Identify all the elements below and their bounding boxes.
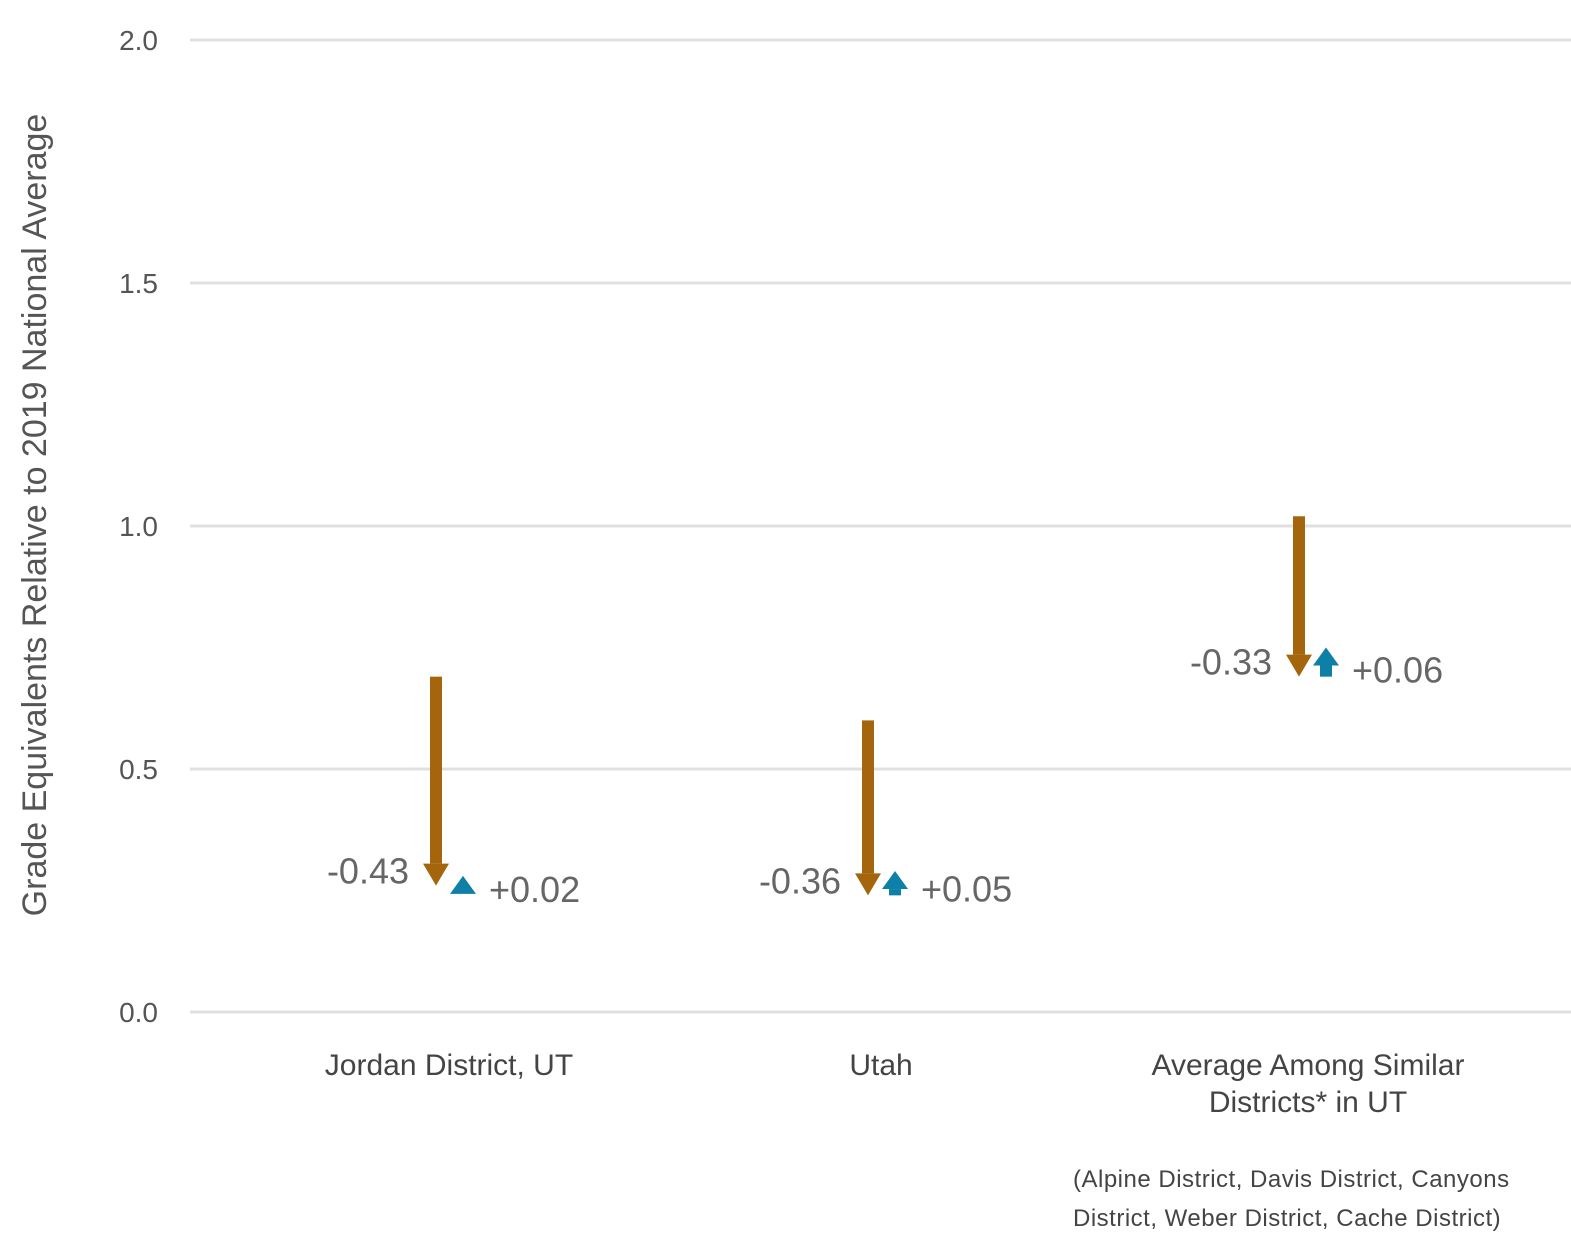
recovery-arrow-shaft [1320, 665, 1332, 677]
decline-arrow-shaft [430, 676, 442, 864]
recovery-arrow-head [450, 875, 476, 894]
decline-arrow-head [855, 873, 881, 896]
footnote: (Alpine District, Davis District, Canyon… [1073, 1166, 1510, 1232]
x-category-label: Jordan District, UT [325, 1049, 573, 1082]
x-category-label: Average Among Similar [1152, 1049, 1465, 1082]
recovery-arrow-head [882, 871, 908, 890]
decline-arrow-shaft [1293, 516, 1305, 655]
decline-arrow-head [423, 863, 449, 886]
decline-arrow-shaft [862, 720, 874, 874]
recovery-arrow-head [1313, 647, 1339, 666]
y-tick-label: 0.5 [119, 754, 158, 785]
category-labels: Jordan District, UT Utah Average Among Sim… [325, 1049, 1465, 1119]
y-tick-label: 1.0 [119, 511, 158, 542]
decline-value-label: -0.33 [1190, 642, 1272, 683]
recovery-value-label: +0.02 [489, 869, 580, 910]
y-axis-label: Grade Equivalents Relative to 2019 Natio… [16, 114, 54, 917]
footnote-line: (Alpine District, Davis District, Canyon… [1073, 1166, 1510, 1193]
y-axis-ticks: 0.0 0.5 1.0 1.5 2.0 [119, 25, 158, 1028]
x-category-label: Districts* in UT [1209, 1086, 1407, 1119]
decline-arrow-head [1286, 654, 1312, 677]
y-tick-label: 0.0 [119, 997, 158, 1028]
decline-value-label: -0.43 [327, 851, 409, 892]
chart-marks: -0.43 +0.02 -0.36 +0.05 -0.33 +0.06 [327, 516, 1443, 910]
y-tick-label: 1.5 [119, 268, 158, 299]
recovery-arrow-shaft [889, 889, 901, 896]
x-category-label: Utah [849, 1049, 912, 1082]
grid-lines [190, 38, 1571, 1014]
y-tick-label: 2.0 [119, 25, 158, 56]
footnote-line: District, Weber District, Cache District… [1073, 1205, 1501, 1232]
recovery-value-label: +0.06 [1352, 650, 1443, 691]
recovery-value-label: +0.05 [921, 868, 1012, 909]
decline-value-label: -0.36 [759, 860, 841, 901]
